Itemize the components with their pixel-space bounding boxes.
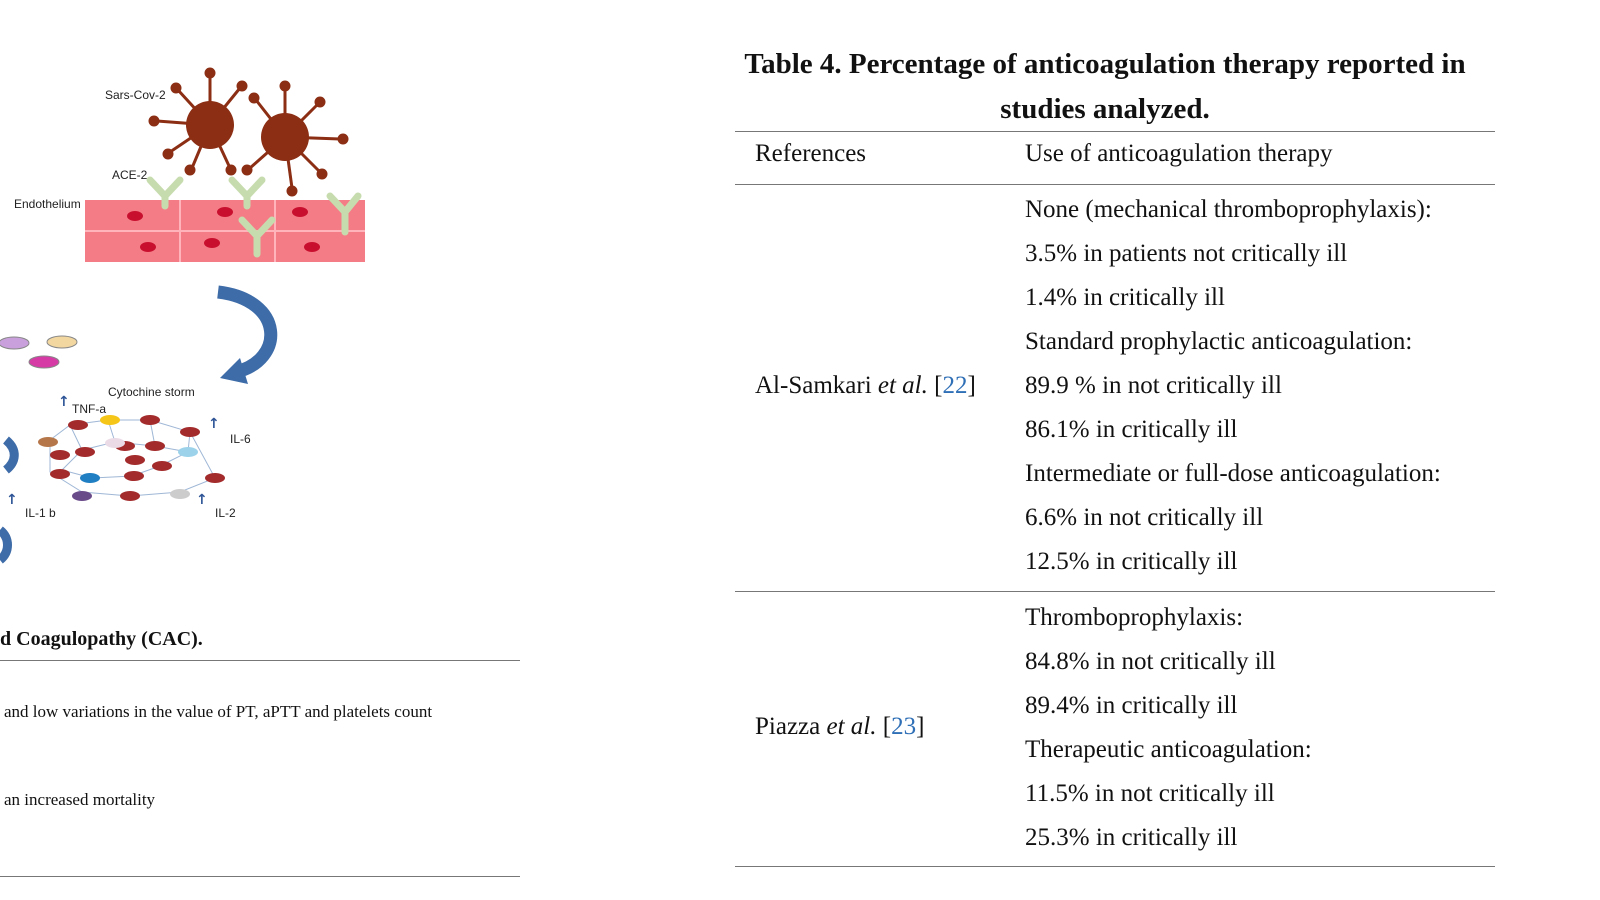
endothelium-cells	[85, 200, 365, 262]
ref-open-bracket: [	[934, 372, 943, 399]
ref-close-bracket: ]	[967, 372, 976, 399]
cytokine-network	[38, 415, 225, 501]
header-references: References	[755, 140, 867, 167]
ref-etal: et al.	[826, 713, 877, 740]
therapy-line: 86.1% in critically ill	[1025, 416, 1238, 443]
immune-cells	[0, 335, 78, 369]
arrowhead-icon	[220, 358, 248, 384]
table-top-rule	[735, 131, 1495, 132]
ref-close-bracket: ]	[916, 713, 925, 740]
ref-author: Piazza	[755, 713, 821, 740]
therapy-line: Thromboprophylaxis:	[1025, 604, 1244, 631]
therapy-line: 25.3% in critically ill	[1025, 824, 1238, 851]
table-rule	[0, 876, 520, 877]
label-il2: IL-2	[215, 506, 236, 520]
table-header-rule	[735, 184, 1495, 185]
therapy-line: 12.5% in critically ill	[1025, 548, 1238, 575]
ref-open-bracket: [	[882, 713, 892, 740]
therapy-line: 1.4% in critically ill	[1025, 284, 1225, 311]
figure-illustration	[0, 67, 365, 564]
partial-arrow-icon	[0, 526, 12, 564]
header-anticoagulation: Use of anticoagulation therapy	[1025, 140, 1333, 167]
label-endothelium: Endothelium	[14, 197, 81, 211]
therapy-line: 11.5% in not critically ill	[1025, 780, 1275, 807]
table-rule	[0, 660, 520, 661]
arrow-up-icon: ↑	[58, 394, 70, 410]
virus-icon	[241, 80, 349, 197]
therapy-line: 3.5% in patients not critically ill	[1025, 240, 1348, 267]
curved-arrow-icon	[217, 285, 278, 379]
pathophysiology-figure: Sars-Cov-2 ACE-2 Endothelium Cytochine s…	[0, 0, 520, 600]
therapy-line: None (mechanical thromboprophylaxis):	[1025, 196, 1432, 223]
label-il6: IL-6	[230, 432, 251, 446]
left-table-row: and low variations in the value of PT, a…	[4, 702, 433, 721]
therapy-line: 89.4% in critically ill	[1025, 692, 1238, 719]
reference-cell: Piazza et al. [23]	[755, 713, 924, 741]
citation-link[interactable]: 22	[942, 372, 968, 399]
therapy-line: Therapeutic anticoagulation:	[1025, 736, 1312, 763]
table-title: Table 4. Percentage of anticoagulation t…	[744, 48, 1466, 125]
label-tnf: TNF-a	[72, 402, 106, 416]
label-cytokine-storm: Cytochine storm	[108, 385, 195, 399]
citation-link[interactable]: 23	[891, 713, 917, 740]
label-il1b: IL-1 b	[25, 506, 56, 520]
left-table-row: an increased mortality	[4, 790, 156, 809]
therapy-line: Standard prophylactic anticoagulation:	[1025, 328, 1413, 355]
arrow-up-icon: ↑	[196, 492, 208, 508]
ref-author: Al-Samkari	[755, 372, 872, 399]
table-bottom-rule	[735, 866, 1495, 867]
table-row-rule	[735, 591, 1495, 592]
ace2-receptor-icons	[146, 176, 362, 258]
label-ace2: ACE-2	[112, 168, 148, 182]
left-table-title: d Coagulopathy (CAC).	[0, 628, 203, 650]
therapy-line: 6.6% in not critically ill	[1025, 504, 1264, 531]
ref-etal: et al.	[877, 372, 928, 399]
therapy-line: Intermediate or full-dose anticoagulatio…	[1025, 460, 1441, 487]
arrow-up-icon: ↑	[208, 416, 220, 432]
arrow-up-icon: ↑	[6, 492, 18, 508]
partial-arrow-icon	[2, 436, 19, 474]
label-virus: Sars-Cov-2	[105, 88, 166, 102]
reference-cell: Al-Samkari et al. [22]	[755, 372, 976, 400]
virus-icon	[148, 67, 248, 176]
therapy-line: 89.9 % in not critically ill	[1025, 372, 1282, 399]
therapy-line: 84.8% in not critically ill	[1025, 648, 1276, 675]
